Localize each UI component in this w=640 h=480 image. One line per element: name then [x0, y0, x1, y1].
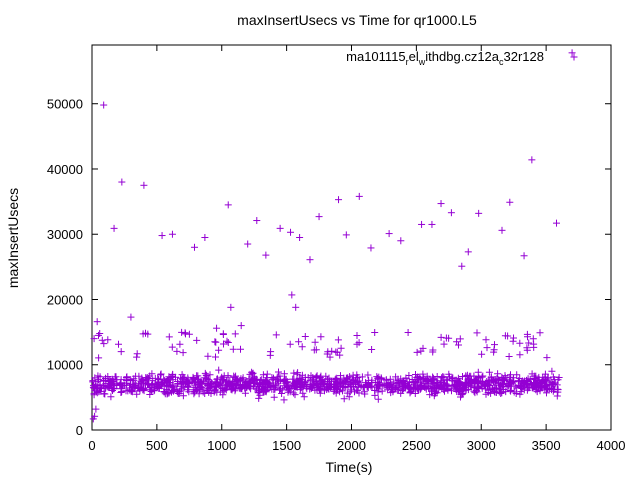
data-point — [528, 156, 536, 164]
legend-marker — [570, 53, 578, 61]
data-point — [296, 234, 304, 241]
data-point — [335, 196, 343, 204]
x-tick-label: 0 — [88, 438, 95, 453]
x-tick-label: 2000 — [337, 438, 366, 453]
legend-label: ma101115relwithdbg.cz12ac32r128 — [346, 49, 544, 67]
data-point — [94, 331, 102, 339]
data-point — [458, 262, 466, 270]
legend: ma101115relwithdbg.cz12ac32r128 — [346, 49, 578, 67]
data-point — [91, 412, 99, 420]
plot-border — [91, 44, 612, 431]
data-point — [93, 318, 101, 326]
dense-band-markers — [89, 328, 563, 404]
data-point — [92, 405, 100, 413]
data-point — [520, 252, 528, 260]
data-point — [276, 224, 284, 232]
y-tick-label: 0 — [76, 423, 83, 438]
data-point — [224, 201, 232, 209]
x-tick-label: 1000 — [207, 438, 236, 453]
x-tick-label: 3500 — [532, 438, 561, 453]
data-point — [475, 209, 483, 217]
data-point — [428, 220, 436, 228]
y-axis-ticks: 0 10000 20000 30000 40000 50000 — [47, 97, 611, 438]
data-point — [287, 228, 295, 236]
data-point — [367, 244, 375, 252]
legend-marker-plus — [570, 53, 578, 61]
data-point — [447, 209, 455, 217]
data-point — [127, 313, 135, 321]
data-point — [288, 291, 296, 299]
data-point — [506, 198, 514, 206]
data-point — [568, 49, 576, 57]
data-point — [253, 217, 261, 225]
data-point — [213, 324, 221, 332]
x-tick-label: 3000 — [467, 438, 496, 453]
data-point — [110, 224, 118, 232]
x-tick-label: 1500 — [272, 438, 301, 453]
data-point — [140, 181, 148, 189]
data-point — [292, 303, 300, 311]
legend-label-part: ithdbg.cz12a — [425, 49, 499, 64]
y-tick-label: 30000 — [47, 227, 83, 242]
data-point — [201, 234, 209, 241]
data-point — [315, 213, 323, 221]
data-point — [418, 220, 426, 228]
data-point — [227, 303, 235, 311]
data-point — [118, 178, 126, 186]
x-tick-label: 2500 — [402, 438, 431, 453]
legend-label-part: w — [418, 57, 426, 67]
data-point — [262, 251, 270, 259]
y-axis-label: maxInsertUsecs — [5, 188, 21, 288]
data-point — [385, 230, 393, 238]
data-point — [158, 232, 166, 240]
x-tick-label: 4000 — [597, 438, 626, 453]
dense-band-points — [89, 328, 563, 404]
data-point — [168, 230, 176, 238]
data-point — [342, 231, 350, 239]
x-axis-ticks: 0 500 1000 1500 2000 2500 3000 3500 4000 — [88, 45, 625, 453]
data-point — [355, 192, 363, 200]
legend-label-part: ma101115 — [346, 49, 406, 64]
y-tick-label: 40000 — [47, 162, 83, 177]
x-tick-label: 500 — [146, 438, 168, 453]
data-point — [100, 101, 108, 109]
y-tick-label: 10000 — [47, 358, 83, 373]
data-point — [464, 248, 472, 256]
legend-label-part: 32r128 — [504, 49, 544, 64]
chart-title: maxInsertUsecs vs Time for qr1000.L5 — [237, 12, 477, 28]
data-point — [553, 219, 561, 227]
x-axis-label: Time(s) — [326, 459, 373, 475]
y-tick-label: 20000 — [47, 292, 83, 307]
legend-label-part: c — [499, 57, 504, 67]
data-point — [498, 226, 506, 234]
data-points — [89, 49, 576, 423]
data-point — [397, 237, 405, 245]
data-point — [306, 256, 314, 264]
data-point — [244, 240, 252, 248]
data-point — [437, 200, 445, 208]
data-point — [237, 322, 245, 330]
y-tick-label: 50000 — [47, 97, 83, 112]
plot-frame — [91, 44, 612, 431]
legend-label-part: el — [409, 49, 419, 64]
data-point — [191, 243, 199, 251]
legend-label-part: r — [406, 57, 409, 67]
